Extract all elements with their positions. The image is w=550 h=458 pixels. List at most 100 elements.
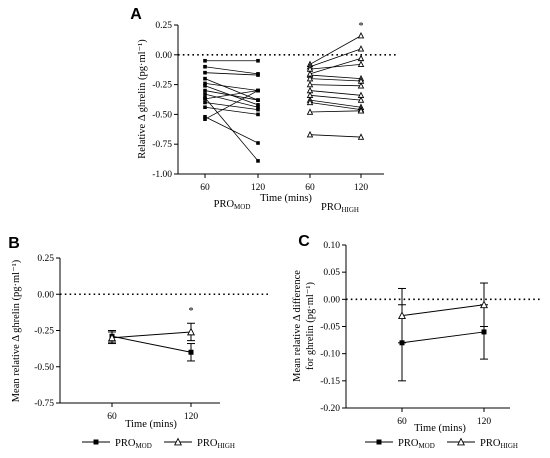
panel-a-pro-mod-point [256, 73, 260, 77]
panel-a-pro-mod-line [204, 90, 259, 120]
panel-c-y-tick-label: -0.15 [320, 377, 340, 387]
panel-a-pro-high-point [357, 45, 365, 52]
panel-c-pro-high-point [480, 300, 488, 309]
panel-a-pro-mod-point [203, 76, 207, 81]
panel-a-pro-high-point [306, 80, 314, 88]
panel-b-significance-marker: * [188, 306, 193, 317]
panel-a-pro-high-line [309, 84, 362, 87]
panel-a-pro-mod-line [204, 90, 259, 100]
panel-a-pro-high-point [306, 130, 314, 138]
panel-a-x-tick-label: 120 [251, 183, 266, 193]
panel-a-significance-marker: * [358, 21, 363, 32]
panel-a-pro-high-line [309, 134, 362, 138]
panel-b-x-tick-label: 120 [184, 412, 199, 422]
panel-a-pro-high-line [309, 63, 362, 70]
panel-a-pro-mod-line [204, 102, 259, 111]
panel-b-pro-mod-line [111, 335, 192, 353]
panel-a-pro-mod-point [256, 107, 260, 112]
panel-a-y-tick-label: -0.75 [152, 140, 172, 150]
panel-b-y-tick-label: -0.25 [34, 327, 54, 337]
panel-a-pro-mod-point [203, 81, 207, 86]
panel-a-pro-mod-point [203, 83, 207, 88]
panel-a-pro-mod-point [256, 141, 260, 145]
panel-b-legend-marker-triangle [174, 437, 182, 446]
panel-c-y-axis-title-line2: for ghrelin (pg·ml⁻¹) [305, 281, 316, 370]
panel-label-c: C [298, 233, 310, 250]
panel-b-y-tick-label: -0.75 [34, 399, 54, 409]
panel-a-pro-high-point [357, 60, 365, 68]
panel-a-pro-mod-line [204, 83, 259, 91]
panel-a-y-tick-label: 0.00 [155, 51, 172, 61]
panel-a-pro-high-point [306, 98, 314, 106]
panel-a-y-tick-label: -0.25 [152, 81, 172, 91]
panel-c-x-tick-label: 120 [477, 417, 492, 427]
panel-label-a: A [130, 6, 142, 23]
panel-a-x-tick-label: 120 [354, 183, 369, 193]
panel-a-pro-high-line [309, 102, 362, 111]
panel-b-y-axis-title: Mean relative Δ ghrelin (pg·ml⁻¹) [11, 259, 22, 402]
panel-a-pro-mod-line [204, 97, 259, 162]
panel-a-pro-mod-point [256, 88, 260, 93]
panel-a-pro-high-point [357, 107, 365, 114]
panel-a-group-label-high: PROHIGH [321, 202, 359, 214]
panel-a-pro-high-line [309, 48, 362, 68]
panel-a-x-tick-label: 60 [200, 183, 210, 193]
panel-a-pro-mod-point [256, 58, 260, 63]
panel-c-pro-high-point [398, 311, 406, 320]
panel-b-legend-marker-square [93, 439, 99, 445]
panel-a-y-tick-label: -1.00 [152, 170, 172, 180]
panel-a-pro-mod-point [203, 105, 207, 110]
panel-a-pro-high-line [309, 90, 362, 96]
panel-a-pro-mod-point [203, 58, 207, 63]
panel-b-y-tick-label: 0.00 [37, 290, 54, 300]
panel-a-pro-mod-point [203, 92, 207, 96]
panel-b-x-axis-title: Time (mins) [125, 419, 177, 430]
panel-c-legend-marker-triangle [457, 437, 465, 446]
panel-a-pro-mod-line [204, 78, 259, 101]
panel-a-pro-high-point [357, 54, 365, 62]
panel-a-pro-high-line [309, 57, 362, 75]
panel-a-pro-high-point [357, 82, 365, 89]
panel-b-x-tick-label: 60 [107, 412, 117, 422]
panel-c-x-axis-title: Time (mins) [414, 423, 466, 434]
panel-a-pro-mod-line [204, 72, 259, 76]
panel-a-pro-mod-point [256, 98, 260, 102]
panel-a-pro-high-point [357, 133, 365, 140]
panel-a-group-label-mod: PROMOD [214, 199, 251, 211]
panel-c-y-tick-label: 0.10 [323, 241, 340, 251]
panel-c-y-tick-label: 0.00 [323, 295, 340, 305]
panel-a-y-axis-title: Relative Δ ghrelin (pg·ml⁻¹) [137, 39, 148, 159]
panel-a-pro-mod-point [256, 112, 260, 117]
panel-c-y-tick-label: -0.20 [320, 404, 340, 414]
panel-a-pro-high-point [306, 70, 314, 77]
panel-a-pro-high-point [357, 31, 365, 39]
panel-c-y-tick-label: -0.10 [320, 350, 340, 360]
panel-a-pro-high-point [306, 108, 314, 115]
panel-b-pro-high-point [108, 333, 116, 342]
panel-a-pro-mod-point [203, 88, 207, 93]
panel-a-pro-mod-point [203, 70, 207, 75]
panel-b-pro-mod-point [188, 349, 194, 355]
panel-a-y-tick-label: -0.50 [152, 110, 172, 120]
panel-a-pro-mod-point [256, 103, 260, 107]
panel-c-pro-high-line [401, 304, 485, 317]
panel-b-legend-label: PROHIGH [197, 438, 235, 450]
panel-a-pro-mod-line [204, 90, 259, 101]
panel-a-pro-mod-point [203, 100, 207, 105]
panel-a-pro-high-line [309, 74, 362, 80]
panel-b-pro-high-point [187, 327, 195, 336]
panel-a-y-tick-label: 0.25 [155, 21, 172, 31]
panel-a-x-axis-title: Time (mins) [260, 193, 312, 204]
panel-a-pro-high-line [309, 78, 362, 82]
panel-a-pro-high-line [309, 35, 362, 65]
panel-a-pro-mod-point [203, 95, 207, 100]
panel-c-pro-mod-point [481, 329, 487, 335]
panel-b-y-tick-label: 0.25 [37, 254, 54, 264]
panel-a-pro-high-line [309, 99, 362, 108]
panel-c-legend-marker-square [376, 439, 382, 445]
panel-a-pro-mod-line [204, 93, 259, 108]
panel-a-pro-mod-point [256, 105, 260, 110]
panel-c-pro-mod-line [401, 331, 485, 344]
panel-c-legend-label: PROHIGH [480, 438, 518, 450]
